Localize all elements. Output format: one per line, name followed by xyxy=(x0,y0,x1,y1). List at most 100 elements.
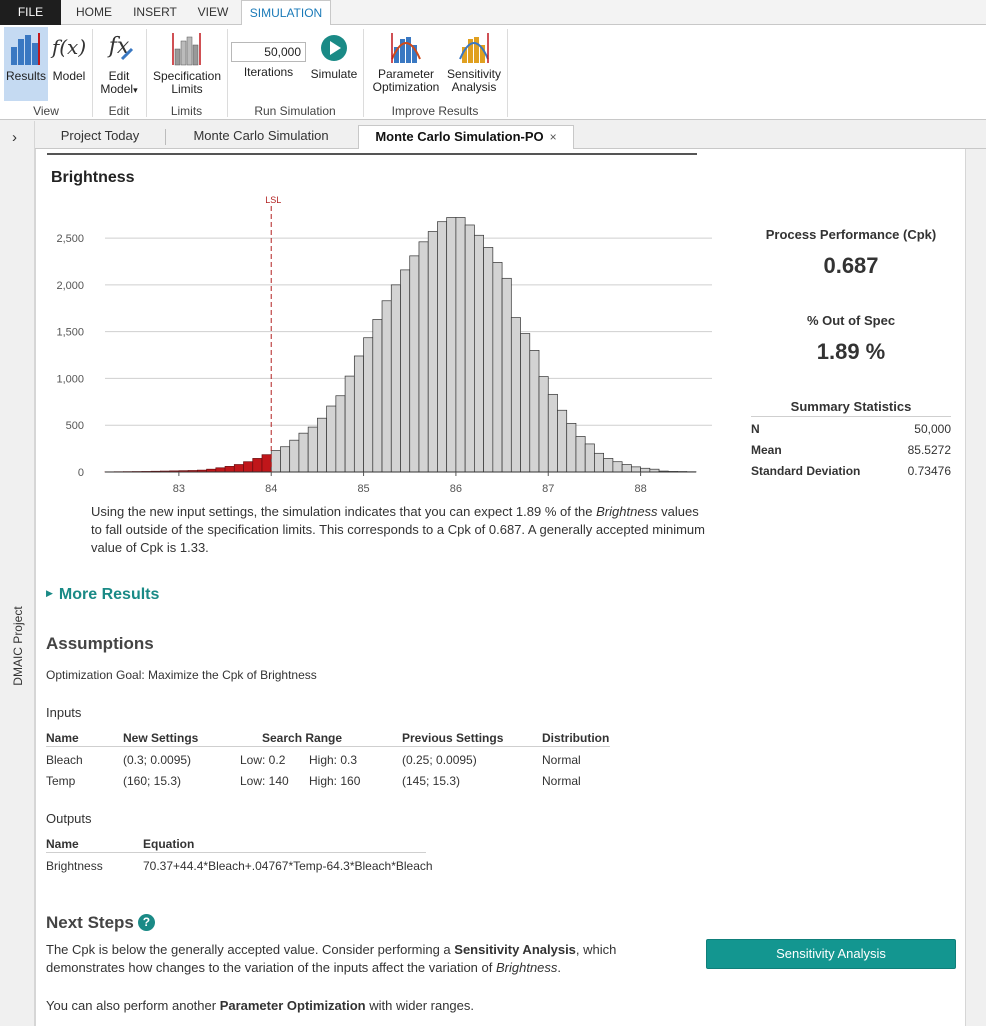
histogram-bar xyxy=(631,466,641,473)
y-tick-label: 2,500 xyxy=(56,233,84,245)
dmaic-project-label[interactable]: DMAIC Project xyxy=(11,606,25,686)
out-col-header-name: Name xyxy=(46,837,79,851)
close-icon[interactable]: × xyxy=(549,130,557,144)
histogram-bar xyxy=(409,255,420,473)
histogram-bar xyxy=(640,467,651,473)
histogram-bar xyxy=(501,277,512,473)
simulate-button[interactable]: Simulate xyxy=(309,27,359,101)
histogram-bar xyxy=(252,458,263,473)
group-label-run-simulation: Run Simulation xyxy=(254,104,336,118)
spec-limits-label-1: Specification xyxy=(152,69,222,83)
histogram-bar xyxy=(280,446,291,473)
histogram-bar xyxy=(353,355,364,473)
input-range-low: Low: 0.2 xyxy=(240,753,286,767)
spec-limits-label-2: Limits xyxy=(171,82,203,96)
histogram-bar xyxy=(372,319,383,473)
col-header-name: Name xyxy=(46,731,79,745)
histogram-bar xyxy=(594,452,605,473)
summary-statistics-title: Summary Statistics xyxy=(790,399,912,414)
histogram-bar xyxy=(390,284,401,473)
tab-monte-carlo-simulation[interactable]: Monte Carlo Simulation xyxy=(193,128,329,143)
x-tick-label: 83 xyxy=(173,483,185,495)
histogram-bar xyxy=(575,436,586,473)
sensitivity-analysis-ribbon-button[interactable]: Sensitivity Analysis xyxy=(444,27,504,101)
output-equation: 70.37+44.4*Bleach+.04767*Temp-64.3*Bleac… xyxy=(143,859,433,873)
parameter-optimization-button[interactable]: Parameter Optimization xyxy=(369,27,443,101)
input-name: Temp xyxy=(46,774,76,788)
next-steps-text: The Cpk is below the generally accepted … xyxy=(46,942,617,975)
help-icon[interactable]: ? xyxy=(137,914,155,931)
out-col-header-equation: Equation xyxy=(143,837,195,851)
tab-label: Monte Carlo Simulation-PO xyxy=(375,129,544,144)
simulate-label: Simulate xyxy=(310,67,358,81)
tab-project-today[interactable]: Project Today xyxy=(60,128,140,143)
out-of-spec-title: % Out of Spec xyxy=(806,313,896,328)
output-name: Brightness xyxy=(46,859,103,873)
input-previous-setting: (145; 15.3) xyxy=(402,774,461,788)
process-performance-title: Process Performance (Cpk) xyxy=(765,227,937,242)
document-tab-bar: Project Today Monte Carlo Simulation Mon… xyxy=(35,121,986,150)
edit-function-icon: fx xyxy=(96,31,142,67)
histogram-bar xyxy=(224,466,235,473)
group-label-edit: Edit xyxy=(108,104,130,118)
out-of-spec-value: 1.89 % xyxy=(816,339,886,364)
histogram-bar xyxy=(547,393,558,473)
iterations-input[interactable] xyxy=(231,42,306,62)
chevron-right-icon[interactable]: › xyxy=(12,129,17,146)
cpk-value: 0.687 xyxy=(823,253,879,278)
x-tick-label: 86 xyxy=(450,483,462,495)
histogram-bar xyxy=(270,450,281,473)
histogram-bar xyxy=(483,247,494,473)
tab-insert[interactable]: INSERT xyxy=(133,5,177,19)
ribbon: Results f(x) Model fx Edit Model▾ Specif… xyxy=(0,25,986,120)
input-new-setting: (0.3; 0.0095) xyxy=(123,753,192,767)
tab-home[interactable]: HOME xyxy=(76,5,112,19)
x-tick-label: 84 xyxy=(265,483,277,495)
param-opt-label-2: Optimization xyxy=(372,80,440,94)
histogram-bar xyxy=(289,439,300,473)
y-tick-label: 1,000 xyxy=(56,373,84,385)
histogram-bar xyxy=(529,350,540,473)
chart-header-rule xyxy=(47,153,697,155)
histogram-bar xyxy=(520,333,531,473)
input-range-high: High: 160 xyxy=(309,774,361,788)
specification-limits-button[interactable]: Specification Limits xyxy=(151,27,223,101)
histogram-bar xyxy=(437,221,448,473)
histogram-icon xyxy=(11,33,40,65)
histogram-bar xyxy=(307,426,318,473)
function-icon: f(x) xyxy=(51,35,87,59)
histogram-bar xyxy=(612,461,623,473)
tab-view[interactable]: VIEW xyxy=(197,5,229,19)
input-previous-setting: (0.25; 0.0095) xyxy=(402,753,477,767)
outputs-heading: Outputs xyxy=(46,811,92,826)
tab-monte-carlo-simulation-po[interactable]: Monte Carlo Simulation-PO × xyxy=(358,125,574,150)
col-header-new-settings: New Settings xyxy=(123,731,199,745)
more-results-toggle[interactable]: ▶ More Results xyxy=(46,586,160,603)
sens-label-2: Analysis xyxy=(451,80,497,94)
edit-model-button[interactable]: fx Edit Model▾ xyxy=(96,27,142,101)
histogram-bar xyxy=(621,464,632,473)
col-header-previous-settings: Previous Settings xyxy=(402,731,504,745)
next-steps-alt-text: You can also perform another Parameter O… xyxy=(46,998,475,1013)
results-button[interactable]: Results xyxy=(4,27,48,101)
project-rail: › DMAIC Project xyxy=(0,121,35,1026)
y-tick-label: 500 xyxy=(66,420,84,432)
sensitivity-analysis-button[interactable]: Sensitivity Analysis xyxy=(706,939,956,969)
param-opt-label-1: Parameter xyxy=(377,67,435,81)
input-distribution: Normal xyxy=(542,753,581,767)
tab-simulation[interactable]: SIMULATION xyxy=(241,0,331,26)
ribbon-tab-bar: FILE HOME INSERT VIEW SIMULATION xyxy=(0,0,986,26)
model-button[interactable]: f(x) Model xyxy=(50,27,88,101)
tab-file[interactable]: FILE xyxy=(0,0,61,25)
x-tick-label: 85 xyxy=(357,483,369,495)
histogram-bar xyxy=(538,376,549,473)
histogram-bar xyxy=(243,461,254,473)
optimization-goal: Optimization Goal: Maximize the Cpk of B… xyxy=(46,668,317,682)
input-distribution: Normal xyxy=(542,774,581,788)
histogram-bar xyxy=(474,234,484,473)
edit-model-label: Edit Model xyxy=(100,69,134,96)
histogram-bar xyxy=(510,317,521,473)
sens-label-1: Sensitivity xyxy=(446,67,502,81)
histogram-bar xyxy=(584,443,595,473)
input-range-low: Low: 140 xyxy=(240,774,289,788)
